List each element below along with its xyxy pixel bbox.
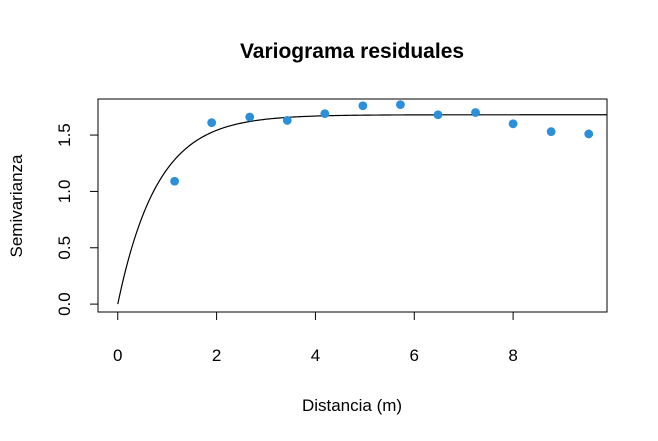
- x-tick-label: 0: [113, 346, 122, 365]
- x-axis: 0 2 4 6 8: [113, 311, 518, 365]
- model-layer: [117, 114, 607, 305]
- data-point: [170, 176, 179, 186]
- data-point: [546, 127, 556, 137]
- data-point: [320, 109, 330, 119]
- data-point: [207, 118, 217, 128]
- data-point: [584, 129, 594, 139]
- x-tick-label: 2: [212, 346, 221, 365]
- y-tick-label: 0.5: [55, 236, 74, 260]
- data-point: [282, 116, 292, 125]
- chart-title: Variograma residuales: [240, 40, 464, 63]
- x-tick-label: 4: [311, 346, 320, 365]
- y-tick-label: 0.0: [55, 292, 74, 316]
- data-point: [358, 101, 368, 111]
- y-tick-label: 1.5: [55, 123, 74, 147]
- data-point: [471, 108, 480, 117]
- model-curve: [117, 114, 607, 305]
- data-point: [508, 119, 518, 129]
- x-axis-label: Distancia (m): [302, 396, 402, 415]
- y-tick-label: 1.0: [55, 180, 74, 204]
- y-axis-label: Semivarianza: [7, 154, 26, 258]
- x-tick-label: 8: [508, 346, 517, 365]
- points-layer: [170, 100, 594, 186]
- y-axis: 0.0 0.5 1.0 1.5: [55, 123, 99, 316]
- x-tick-label: 6: [410, 346, 419, 365]
- data-point: [396, 100, 405, 110]
- plot-box: [97, 98, 608, 313]
- data-point: [433, 110, 443, 120]
- data-point: [245, 112, 255, 122]
